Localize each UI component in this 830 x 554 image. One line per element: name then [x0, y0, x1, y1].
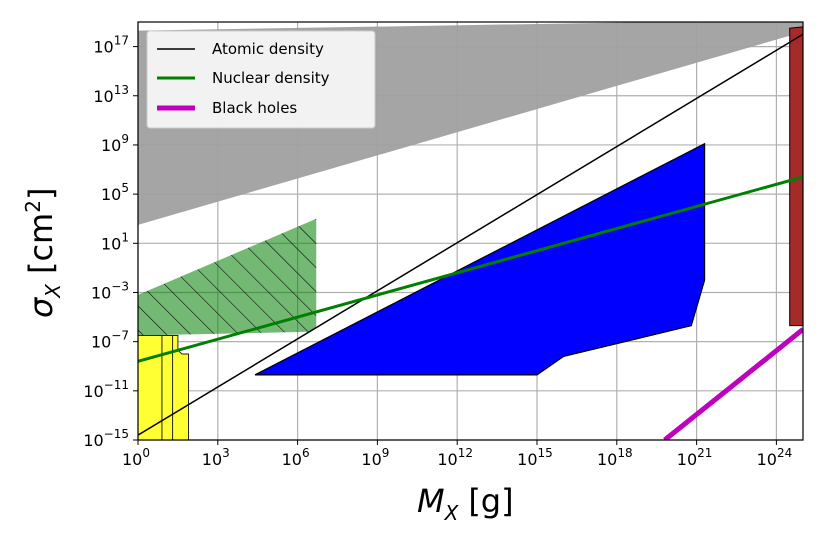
y-axis-label: σX[cm2] [21, 188, 65, 318]
x-tick-label: 1015 [517, 446, 553, 469]
legend: Atomic density Nuclear density Black hol… [146, 30, 376, 129]
y-tick-label: 101 [101, 230, 129, 253]
legend-frame [146, 30, 376, 129]
series-layer [138, 33, 803, 440]
y-tick-label: 10−7 [91, 329, 129, 352]
legend-label-black-holes: Black holes [212, 99, 297, 117]
brown-region [789, 26, 803, 327]
black-holes-line [663, 327, 803, 440]
x-tick-label: 100 [122, 446, 150, 469]
y-tick-label: 1017 [93, 34, 129, 57]
x-tick-label: 1018 [597, 446, 633, 469]
x-tick-label: 1021 [677, 446, 713, 469]
green-hatched-region-hatching [138, 218, 317, 336]
legend-entry-atomic-density: Atomic density [157, 40, 324, 58]
legend-entry-nuclear-density: Nuclear density [157, 69, 330, 87]
plot-frame [137, 21, 804, 441]
legend-label-atomic-density: Atomic density [212, 40, 324, 58]
y-tick-label: 10−11 [83, 378, 129, 401]
x-tick-label: 106 [282, 446, 310, 469]
x-tick-label: 1012 [437, 446, 473, 469]
x-tick-label: 103 [202, 446, 230, 469]
y-tick-label: 105 [101, 181, 129, 204]
y-tick-label: 10−3 [91, 279, 129, 302]
legend-label-nuclear-density: Nuclear density [212, 69, 330, 87]
x-tick-label: 109 [361, 446, 389, 469]
blue-region [254, 142, 706, 376]
yellow-region [138, 335, 190, 440]
legend-entry-black-holes: Black holes [157, 99, 297, 117]
x-tick-label: 1024 [757, 446, 793, 469]
region-layer [138, 22, 803, 440]
y-tick-label: 1013 [93, 83, 129, 106]
nuclear-density-line [138, 175, 803, 363]
x-axis-label: MX [g] [417, 482, 514, 525]
y-tick-label: 109 [101, 132, 129, 155]
atomic-density-line [138, 33, 803, 436]
y-tick-label: 10−15 [83, 427, 129, 450]
